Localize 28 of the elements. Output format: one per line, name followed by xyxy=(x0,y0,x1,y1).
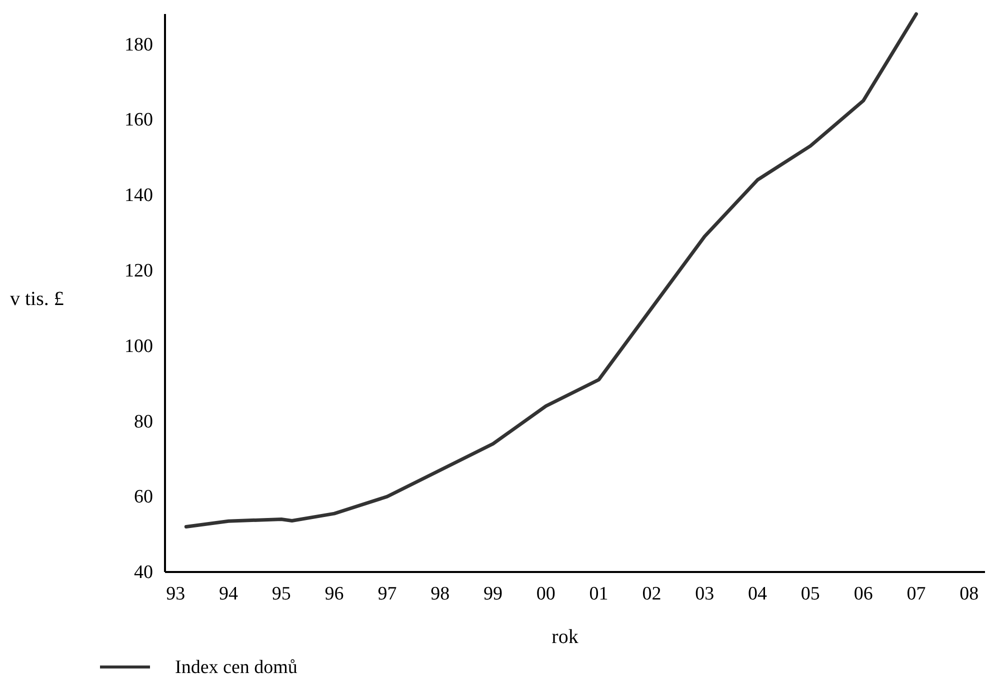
line-series xyxy=(184,12,918,529)
x-tick-label: 03 xyxy=(695,583,714,604)
y-tick-label: 100 xyxy=(124,336,153,357)
x-tick-label: 02 xyxy=(642,583,662,604)
y-tick-label: 60 xyxy=(134,486,153,508)
y-tick-label: 160 xyxy=(124,110,153,131)
y-tick-label: 120 xyxy=(124,260,153,282)
x-tick-label: 04 xyxy=(748,583,768,604)
x-tick-label: 99 xyxy=(484,583,502,604)
y-tick-label: 180 xyxy=(124,34,153,56)
x-tick-label: 07 xyxy=(906,583,926,604)
y-tick-label: 80 xyxy=(134,411,153,432)
x-tick-label: 95 xyxy=(272,583,291,604)
x-tick-label: 08 xyxy=(960,583,979,604)
x-axis-title: rok xyxy=(552,626,578,648)
x-tick-label: 00 xyxy=(536,583,556,604)
x-tick-label: 98 xyxy=(430,583,450,604)
x-tick-label: 01 xyxy=(589,583,608,604)
x-tick-label: 05 xyxy=(800,583,820,604)
y-axis-title: v tis. £ xyxy=(10,288,64,310)
y-tick-label: 140 xyxy=(124,185,153,206)
x-tick-label: 93 xyxy=(166,583,186,604)
legend-label: Index cen domů xyxy=(175,657,298,678)
x-tick-label: 94 xyxy=(218,583,238,604)
x-tick-label: 97 xyxy=(378,583,397,604)
x-tick-label: 06 xyxy=(854,583,873,604)
y-tick-label: 40 xyxy=(134,562,153,584)
x-tick-label: 96 xyxy=(324,583,344,604)
